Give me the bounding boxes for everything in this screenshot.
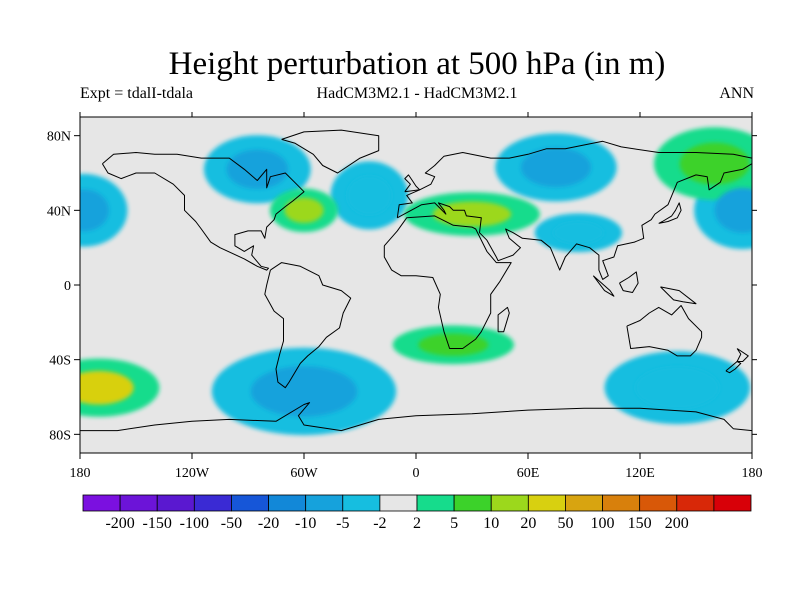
colorbar-swatch [490,494,529,512]
colorbar-level-label: 20 [520,515,536,532]
y-tick-label: 0 [64,279,71,294]
colorbar-level-label: 50 [557,515,573,532]
colorbar-level-label: 5 [450,515,458,532]
colorbar-level-label: -50 [221,515,242,532]
coastline-australia [626,305,703,357]
colorbar-swatch [119,494,158,512]
anomaly-region-core-4 [346,175,392,215]
colorbar: -200 -150 -100 -50 -20 -10 -5 -2 2 5 10 20 50 100 150 2… [82,494,752,532]
x-tick-label: 60E [517,466,540,481]
model-label: HadCM3M2.1 - HadCM3M2.1 [316,85,518,102]
anomaly-region-core-2 [714,187,752,233]
colorbar-swatch [379,494,418,512]
coastline-new-zealand [736,348,749,362]
anomaly-region-core-12 [432,201,512,227]
height-field [80,127,752,436]
colorbar-level-label: -100 [180,515,209,532]
anomaly-region-core-9 [80,370,134,405]
coastlines [80,129,752,432]
coastline-sumatra [592,275,615,297]
anomaly-region-core-1 [80,189,109,232]
coastline-africa [383,215,512,349]
colorbar-swatch [268,494,307,512]
colorbar-swatch [639,494,678,512]
figure-title: Height perturbation at 500 hPa (in m) [168,46,666,82]
anomaly-region-core-3 [226,149,289,189]
colorbar-swatch [416,494,455,512]
colorbar-swatch [602,494,641,512]
anomaly-region-core-13 [679,142,750,185]
colorbar-swatch [676,494,715,512]
map-axes: 180 120W 60W 0 60E 120E 180 80N 40N 0 40S 80S [47,112,763,481]
coastline-greenland [281,129,380,174]
anomaly-region-core-10 [418,333,489,356]
y-tick-label: 40N [47,204,71,219]
colorbar-swatch [565,494,603,512]
colorbar-swatch [82,494,121,512]
colorbar-swatch [713,494,752,512]
y-tick-label: 80N [47,130,71,145]
colorbar-swatch [156,494,195,512]
coastline-madagascar [497,306,510,333]
y-tick-label: 40S [49,354,71,369]
anomaly-region-core-5 [521,147,591,187]
colorbar-level-label: 200 [665,515,689,532]
x-tick-label: 120W [175,466,210,481]
colorbar-level-label: -5 [336,515,349,532]
colorbar-level-label: -10 [295,515,316,532]
anomaly-region-core-6 [553,221,604,244]
colorbar-level-label: 100 [591,515,615,532]
coastline-great-britain [404,174,421,193]
colorbar-level-label: 2 [413,515,421,532]
x-tick-label: 180 [742,466,763,481]
colorbar-level-label: -150 [143,515,172,532]
x-tick-label: 0 [413,466,420,481]
coastline-new-guinea [660,286,697,305]
coastline-eurasia [396,140,752,280]
x-tick-label: 180 [70,466,91,481]
colorbar-level-label: -20 [258,515,279,532]
colorbar-level-label: -2 [373,515,386,532]
colorbar-swatch [193,494,232,512]
colorbar-swatch [527,494,566,512]
x-tick-label: 60W [290,466,318,481]
colorbar-swatch [453,494,492,512]
colorbar-swatch [231,494,269,512]
colorbar-swatch [342,494,381,512]
coastline-japan [658,202,682,224]
colorbar-level-label: 150 [628,515,652,532]
experiment-label: Expt = tdalI-tdala [80,85,193,102]
colorbar-level-label: 10 [483,515,499,532]
coastline-north-america [101,152,305,271]
season-label: ANN [719,85,754,102]
colorbar-swatch [305,494,344,512]
coastline-borneo [619,271,639,293]
anomaly-region-core-8 [635,366,720,409]
coastline-antarctica [80,402,752,432]
colorbar-level-label: -200 [105,515,134,532]
x-tick-label: 120E [625,466,655,481]
coastline-nz-south-island [725,361,742,374]
anomaly-region-core-11 [284,197,324,223]
y-tick-label: 80S [49,428,71,443]
coastline-south-america [264,262,352,389]
